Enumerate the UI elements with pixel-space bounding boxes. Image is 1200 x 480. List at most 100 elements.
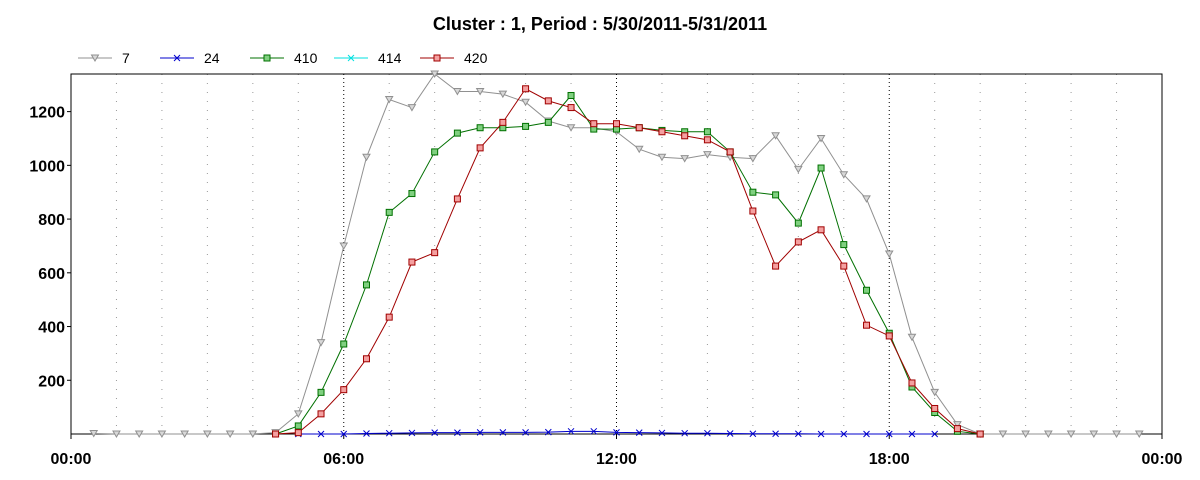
x-tick-label: 00:00	[51, 451, 92, 468]
data-point	[407, 104, 417, 112]
data-point	[863, 286, 871, 294]
data-point	[317, 410, 325, 418]
data-point	[522, 85, 530, 93]
data-point	[1043, 430, 1053, 438]
data-point	[498, 90, 508, 99]
data-point	[613, 429, 620, 436]
legend: 7 24 410 414 420	[78, 50, 488, 66]
x-tick-label: 18:00	[869, 451, 910, 468]
data-point	[634, 145, 644, 154]
data-point	[726, 148, 734, 156]
data-point	[658, 429, 666, 437]
y-tick-label: 1200	[29, 105, 65, 122]
data-point	[567, 427, 575, 435]
data-point	[544, 97, 552, 105]
data-point	[681, 132, 689, 140]
x-tick-label: 12:00	[596, 451, 637, 468]
x-tick-label: 06:00	[323, 451, 364, 468]
data-point	[839, 171, 849, 179]
data-point	[431, 429, 439, 437]
data-point	[658, 128, 666, 136]
legend-marker	[263, 54, 271, 62]
data-point	[884, 250, 894, 258]
series-line	[275, 94, 981, 435]
data-point	[316, 339, 326, 347]
data-point	[566, 124, 576, 132]
legend-label: 414	[378, 50, 402, 66]
data-point	[339, 242, 349, 250]
data-point	[816, 134, 826, 143]
data-point	[749, 188, 757, 196]
series-420	[272, 85, 984, 438]
data-point	[794, 238, 802, 246]
data-point	[408, 429, 416, 437]
data-point	[953, 421, 962, 429]
data-point	[726, 430, 734, 437]
data-point	[1112, 430, 1121, 438]
data-point	[522, 122, 530, 130]
data-point	[522, 429, 529, 436]
chart-title: Cluster : 1, Period : 5/30/2011-5/31/201…	[433, 14, 767, 34]
y-tick-label: 200	[38, 373, 65, 390]
data-point	[408, 258, 416, 266]
data-point	[385, 313, 393, 321]
data-point	[703, 151, 712, 159]
data-point	[203, 430, 212, 438]
data-point	[703, 128, 711, 136]
legend-marker	[173, 54, 181, 62]
x-axis: 00:00 06:00 12:00 18:00 00:00	[51, 434, 1183, 468]
data-point	[908, 430, 916, 438]
data-point	[772, 430, 779, 438]
series-layer	[89, 70, 1144, 438]
y-tick-label: 600	[38, 266, 65, 283]
data-point	[294, 422, 302, 430]
data-point	[340, 386, 348, 394]
data-point	[908, 379, 916, 387]
data-point	[453, 195, 461, 203]
series-410	[272, 91, 984, 438]
data-point	[1089, 430, 1099, 438]
data-point	[112, 430, 121, 438]
data-point	[794, 219, 802, 227]
data-point	[840, 430, 848, 438]
data-point	[998, 430, 1008, 438]
data-point	[89, 429, 99, 438]
data-point	[793, 165, 803, 174]
grid-lines	[115, 74, 1118, 434]
legend-item: 7	[78, 50, 130, 66]
data-point	[772, 262, 780, 270]
data-point	[635, 124, 643, 132]
y-tick-label: 800	[38, 212, 65, 229]
data-point	[384, 96, 394, 104]
data-point	[180, 430, 190, 438]
series-24	[294, 427, 939, 438]
legend-item: 410	[250, 50, 318, 66]
data-point	[362, 281, 370, 289]
data-point	[1066, 430, 1076, 438]
data-point	[635, 429, 643, 437]
legend-label: 420	[464, 50, 488, 66]
data-point	[863, 321, 871, 329]
data-point	[453, 129, 461, 137]
series-line	[275, 88, 981, 435]
data-point	[885, 332, 893, 340]
data-point	[794, 430, 802, 438]
x-tick-label: 00:00	[1142, 451, 1183, 468]
data-point	[272, 430, 280, 438]
data-point	[544, 118, 552, 126]
y-tick-label: 400	[38, 320, 65, 337]
data-point	[1021, 430, 1031, 438]
data-point	[499, 429, 507, 436]
data-point	[454, 429, 461, 437]
data-point	[907, 333, 917, 342]
data-point	[521, 98, 530, 107]
legend-marker	[90, 54, 100, 62]
data-point	[680, 155, 690, 163]
data-point	[930, 388, 940, 397]
y-axis: 200 400 600 800 1000 1200	[29, 105, 71, 390]
data-point	[771, 132, 780, 140]
data-point	[157, 430, 167, 438]
data-point	[453, 87, 462, 96]
data-point	[1134, 430, 1144, 438]
data-point	[863, 430, 870, 438]
